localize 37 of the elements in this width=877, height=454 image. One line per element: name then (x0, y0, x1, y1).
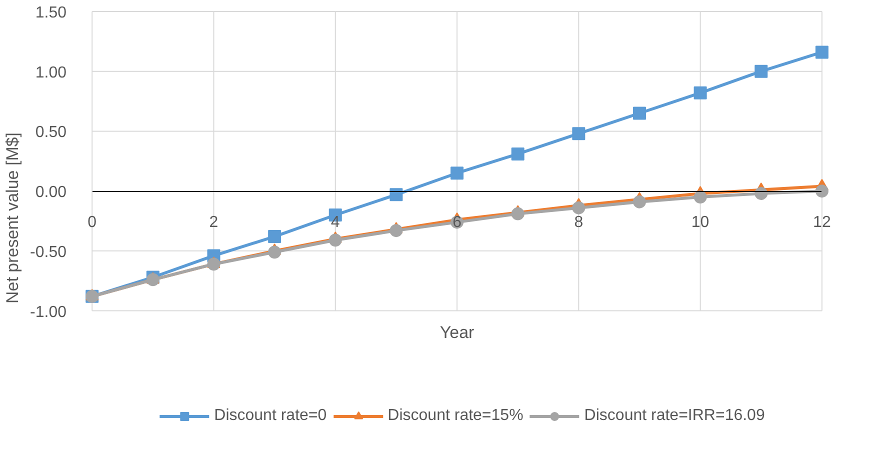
point (511, 147, 524, 160)
y-tick-label: -0.50 (30, 244, 67, 261)
point (815, 46, 828, 59)
point (632, 106, 646, 120)
point (694, 190, 707, 204)
y-axis-title: Net present value [M$] (3, 132, 22, 304)
point (694, 86, 707, 100)
point (632, 195, 646, 208)
x-tick-label: 10 (691, 214, 710, 232)
x-axis-title: Year (440, 322, 475, 342)
point (511, 207, 524, 220)
y-tick-label: 0.50 (35, 124, 67, 142)
legend-label: Discount rate=15% (388, 407, 524, 425)
point (146, 273, 160, 286)
y-tick-label: 1.50 (35, 4, 67, 22)
point (572, 201, 586, 214)
x-tick-label: 12 (813, 214, 831, 232)
point (390, 188, 403, 202)
point (450, 166, 464, 180)
y-tick-label: 0.00 (35, 184, 67, 202)
point (390, 224, 403, 238)
y-tick-label: 1.00 (35, 64, 67, 82)
point (328, 234, 342, 247)
point (268, 246, 282, 259)
x-tick-label: 6 (452, 214, 462, 232)
legend-label: Discount rate=IRR=16.09 (584, 407, 765, 425)
point (268, 230, 282, 244)
y-tick-label: -1.00 (30, 304, 67, 321)
x-tick-label: 0 (88, 214, 97, 232)
point (815, 184, 828, 198)
point (754, 186, 768, 200)
legend-label: Discount rate=0 (214, 407, 327, 425)
point (207, 258, 220, 271)
point (754, 64, 768, 78)
x-tick-label: 2 (209, 214, 218, 232)
point (572, 127, 586, 140)
x-tick-label: 8 (574, 214, 584, 232)
